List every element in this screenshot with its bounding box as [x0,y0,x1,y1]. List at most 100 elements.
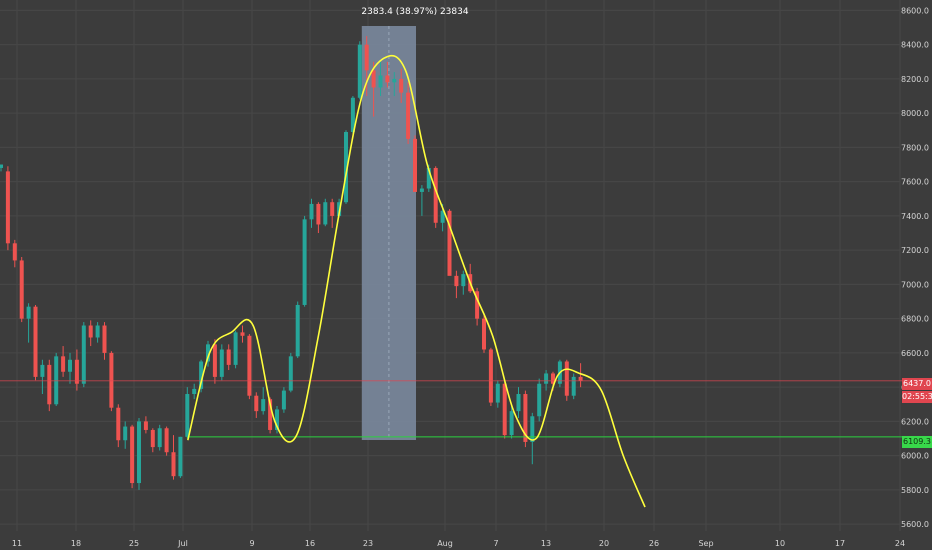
candle-body [261,399,266,412]
candle-body [178,436,183,477]
candle-body [344,132,348,203]
candle-body [571,376,576,396]
candle-body [109,352,114,408]
candle-body [433,167,438,223]
candle-body [26,306,31,319]
measure-label: 2383.4 (38.97%) 23834 [361,7,469,17]
candle-body [537,383,542,417]
price-axis[interactable]: 5600.05800.06000.06200.06400.06600.06800… [901,6,929,529]
candle-body [295,304,300,357]
price-tick-label: 6000.0 [901,452,929,461]
price-tick-label: 7800.0 [901,143,929,152]
candle-body [150,429,155,448]
candle-body [275,409,279,430]
horizontal-lines [0,380,932,438]
candle-body [247,335,252,396]
time-tick-label: 13 [541,539,551,548]
candle-body [206,344,210,362]
price-tick-label: 7600.0 [901,178,929,187]
candle-body [392,78,397,83]
candle-body [47,364,52,405]
candle-body [523,394,528,442]
candle-body [551,373,555,384]
time-tick-label: 11 [12,539,22,548]
time-tick-label: 17 [835,539,845,548]
time-tick-label: 23 [363,539,373,548]
time-tick-label: 24 [895,539,905,548]
candle-body [482,318,486,350]
price-tick-label: 8200.0 [901,75,929,84]
candle-body [385,75,390,83]
candle-body [509,411,514,436]
price-tick-label: 5800.0 [901,486,929,495]
price-tick-label: 8600.0 [901,6,929,15]
countdown-tag: 02:55:34 [902,391,932,403]
candle-body [281,390,286,410]
candle-body [74,359,79,384]
time-tick-label: 16 [305,539,315,548]
price-tick-label: 5600.0 [901,520,929,529]
candle-body [502,383,507,436]
candle-body [123,426,128,441]
price-tick-label: 8000.0 [901,109,929,118]
price-tick-label: 6200.0 [901,417,929,426]
candle-body [495,383,500,403]
time-tick-label: 18 [71,539,81,548]
candle-body [68,359,72,372]
candle-body [199,361,204,389]
candle-body [254,395,259,412]
candle-body [0,164,3,168]
candle-body [88,325,93,338]
candle-body [130,426,135,484]
candle-body [12,243,17,261]
candle-body [288,356,293,391]
candles [0,36,583,490]
time-tick-label: 25 [129,539,139,548]
candle-body [316,203,321,225]
candle-body [164,428,169,453]
candle-body [185,394,190,437]
candle-body [454,275,459,287]
time-tick-label: 9 [249,539,254,548]
support-price-tag: 6109.3 [902,436,932,448]
time-tick-label: Aug [437,539,453,548]
candle-body [5,171,10,244]
candle-body [157,428,162,448]
candle-body [323,202,328,225]
time-axis[interactable]: 11 18 25 Jul 9 16 23 Aug 7 13 20 26 Sep 10 17 24 [12,539,905,548]
candle-body [516,394,521,412]
price-tick-label: 7000.0 [901,280,929,289]
candle-body [357,44,362,98]
candle-body [488,349,493,403]
time-tick-label: 26 [649,539,659,548]
candle-body [461,274,466,287]
candle-body [371,70,376,88]
candle-body [399,78,404,93]
candle-body [364,44,369,71]
candle-body [413,138,417,192]
candle-body [116,407,121,441]
last-price-tag: 6437.0 [902,378,932,390]
candle-body [419,188,424,192]
price-tick-label: 8400.0 [901,41,929,50]
candle-body [40,364,45,377]
candle-body [19,260,24,319]
drawn-trend-curve [187,54,646,508]
candle-body [544,373,549,384]
candle-body [378,75,383,88]
candle-body [302,219,307,305]
time-tick-label: 7 [493,539,498,548]
price-tick-label: 6600.0 [901,349,929,358]
candle-body [102,325,107,353]
candle-body [192,388,197,395]
candle-body [426,167,431,189]
candle-body [240,332,245,336]
candle-body [81,325,86,384]
candle-body [233,332,238,365]
time-tick-label: 20 [599,539,609,548]
candle-body [61,356,66,372]
candle-body [143,421,148,430]
candle-body [137,421,141,484]
